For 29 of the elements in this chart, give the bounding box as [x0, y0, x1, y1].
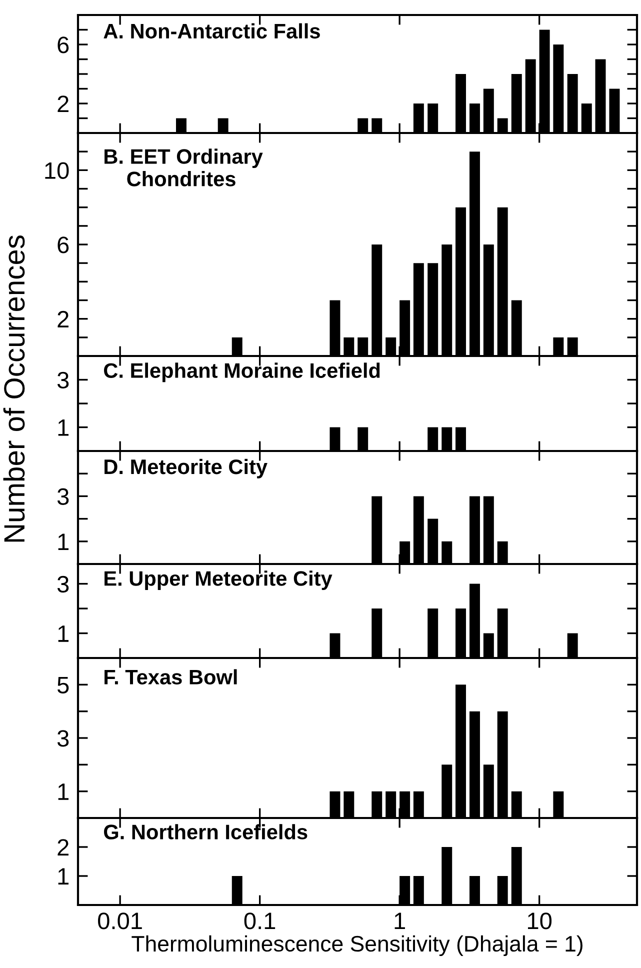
- x-tick-label: 0.1: [244, 912, 276, 930]
- y-tick-label: 2: [58, 96, 68, 112]
- x-tick-label: 1: [394, 912, 405, 930]
- chart-title: C. Elephant Moraine Icefield: [104, 362, 380, 382]
- y-tick-label: 6: [58, 236, 69, 254]
- chart-title: F. Texas Bowl: [104, 669, 237, 685]
- y-tick-label: 1: [58, 534, 69, 550]
- chart-title: G. Northern Icefields: [104, 824, 308, 840]
- y-tick-label: 1: [58, 868, 69, 885]
- y-tick-label: 1: [58, 784, 69, 800]
- y-tick-label: 3: [57, 730, 69, 747]
- chart-title: E. Upper Meteorite City: [104, 570, 332, 590]
- text: B. EET Ordinary Chondrites: [104, 148, 263, 186]
- chart-title: A. Non-Antarctic Falls: [104, 23, 320, 39]
- x-axis-title: Thermoluminescence Sensitivity (Dhajala = 1): [132, 935, 582, 956]
- y-tick-label: 6: [58, 36, 69, 54]
- y-tick-label: 3: [57, 372, 69, 389]
- y-tick-label: 3: [57, 488, 69, 505]
- y-tick-label: 1: [58, 626, 69, 642]
- x-tick-label: 10: [528, 912, 552, 930]
- y-tick-label: 3: [57, 576, 69, 593]
- chart-title: D. Meteorite City: [104, 458, 268, 478]
- y-axis-title: Number of Occurrences: [3, 235, 25, 542]
- y-tick-label: 10: [45, 162, 69, 179]
- y-tick-label: 5: [57, 676, 69, 694]
- y-tick-label: 1: [58, 420, 69, 436]
- x-tick-label: 0.01: [98, 912, 142, 930]
- y-tick-label: 2: [58, 310, 68, 328]
- y-tick-label: 2: [58, 839, 68, 856]
